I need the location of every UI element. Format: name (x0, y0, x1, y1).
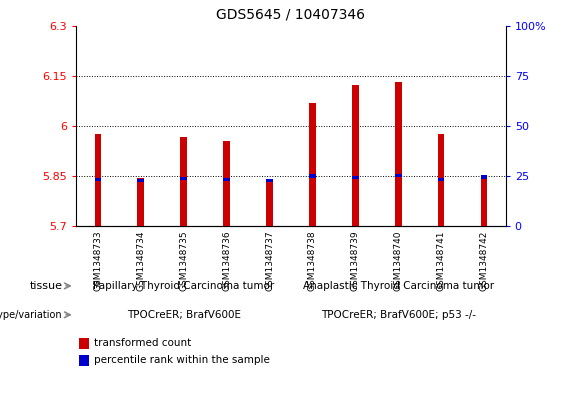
Bar (94, 178, 101, 181)
Bar (352, 176, 359, 179)
Text: GSM1348738: GSM1348738 (308, 230, 317, 291)
Title: GDS5645 / 10407346: GDS5645 / 10407346 (216, 7, 366, 22)
Text: GSM1348734: GSM1348734 (136, 230, 145, 291)
Text: GSM1348736: GSM1348736 (222, 230, 231, 291)
Text: percentile rank within the sample: percentile rank within the sample (94, 356, 270, 365)
Bar (266, 180, 273, 226)
Text: GSM1348737: GSM1348737 (265, 230, 274, 291)
Bar (137, 178, 144, 226)
Text: GSM1348735: GSM1348735 (179, 230, 188, 291)
Bar (438, 134, 445, 226)
Text: TPOCreER; BrafV600E; p53 -/-: TPOCreER; BrafV600E; p53 -/- (321, 310, 476, 320)
Text: GSM1348742: GSM1348742 (480, 230, 489, 291)
Text: transformed count: transformed count (94, 338, 192, 348)
Bar (266, 179, 273, 182)
Bar (438, 178, 445, 181)
Text: tissue: tissue (29, 281, 63, 291)
Bar (309, 174, 316, 178)
Text: GSM1348733: GSM1348733 (93, 230, 102, 291)
Bar (137, 179, 144, 182)
Bar (395, 174, 402, 177)
Text: Anaplastic Thyroid Carcinoma tumor: Anaplastic Thyroid Carcinoma tumor (303, 281, 494, 291)
Text: GSM1348740: GSM1348740 (394, 230, 403, 291)
Bar (481, 177, 488, 226)
Bar (94, 134, 101, 226)
Text: genotype/variation: genotype/variation (0, 310, 63, 320)
Bar (395, 82, 402, 226)
Bar (223, 178, 230, 181)
Bar (352, 85, 359, 226)
Bar (180, 176, 187, 180)
Text: GSM1348741: GSM1348741 (437, 230, 446, 291)
Bar (309, 103, 316, 226)
Text: TPOCreER; BrafV600E: TPOCreER; BrafV600E (127, 310, 241, 320)
Bar (79, 338, 89, 349)
Bar (481, 175, 488, 178)
Text: GSM1348739: GSM1348739 (351, 230, 360, 291)
Text: Papillary Thyroid Carcinoma tumor: Papillary Thyroid Carcinoma tumor (93, 281, 274, 291)
Bar (223, 141, 230, 226)
Bar (79, 355, 89, 366)
Bar (180, 138, 187, 226)
